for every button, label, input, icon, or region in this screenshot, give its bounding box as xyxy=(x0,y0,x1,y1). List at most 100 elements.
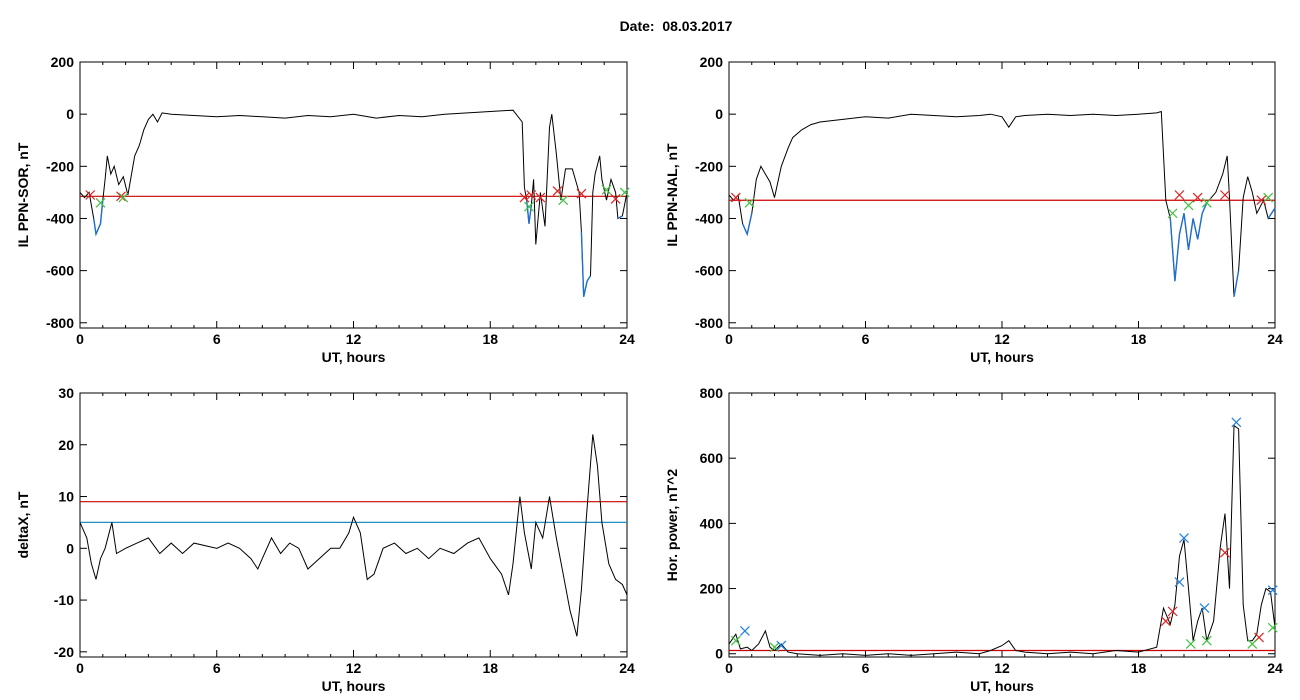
sor-series-0 xyxy=(80,109,627,297)
sor-xtick-label-12: 12 xyxy=(346,331,362,347)
sor-below-threshold-57 xyxy=(580,231,592,297)
nal-frame xyxy=(728,61,1276,329)
sor-below-threshold-7 xyxy=(93,200,104,237)
sor-marker-green-3 xyxy=(558,195,569,206)
power-marker-red-2 xyxy=(1220,547,1230,558)
nal-ytick-label-0: 0 xyxy=(715,106,723,122)
deltax-ytick-label-30: 30 xyxy=(58,385,74,401)
nal-below-threshold-end xyxy=(1267,207,1276,219)
nal-xlabel: UT, hours xyxy=(970,349,1034,365)
sor-marker-green-1 xyxy=(118,192,129,203)
nal-ytick-label--400: -400 xyxy=(695,210,723,226)
nal-xtick-label-18: 18 xyxy=(1131,331,1147,347)
nal-marker-green-3 xyxy=(1201,197,1212,208)
sor-frame xyxy=(79,61,628,329)
power-marker-green-2 xyxy=(1185,639,1196,649)
panel-power: 0 6 12 18 24 0 200 400 600 800 UT, hours Hor. power… xyxy=(664,385,1283,694)
nal-ytick-label--600: -600 xyxy=(695,263,723,279)
power-ylabel: Hor. power, nT^2 xyxy=(664,469,680,582)
nal-ylabel: IL PPN-NAL, nT xyxy=(664,143,680,247)
nal-marker-green-0 xyxy=(744,197,755,208)
nal-marker-red-1 xyxy=(1174,190,1185,200)
power-marker-blue-3 xyxy=(1179,533,1189,543)
deltax-ytick-label-0: 0 xyxy=(66,540,74,556)
nal-xtick-label-12: 12 xyxy=(994,331,1010,347)
deltax-xtick-label-0: 0 xyxy=(76,660,84,676)
power-marker-blue-5 xyxy=(1231,417,1242,428)
power-xtick-label-0: 0 xyxy=(725,660,733,676)
deltax-xlabel: UT, hours xyxy=(322,678,386,694)
sor-marker-green-2 xyxy=(524,201,534,212)
power-ytick-label-800: 800 xyxy=(700,385,724,401)
sor-marker-green-4 xyxy=(601,184,612,195)
sor-xtick-label-0: 0 xyxy=(76,331,84,347)
panel-nal: 0 6 12 18 24 -800 -600 -400 -200 0 200 UT, hours IL … xyxy=(664,54,1283,365)
date-title: Date: 08.03.2017 xyxy=(619,18,733,34)
power-marker-green-0 xyxy=(730,635,741,646)
nal-below-threshold-6 xyxy=(741,213,753,237)
sor-marker-red-3 xyxy=(526,190,537,200)
power-marker-blue-1 xyxy=(776,640,787,651)
deltax-ylabel: deltaX, nT xyxy=(15,491,31,558)
sor-marker-red-6 xyxy=(576,188,587,199)
sor-ytick-label-0: 0 xyxy=(66,106,74,122)
power-xtick-label-12: 12 xyxy=(994,660,1010,676)
power-xtick-label-24: 24 xyxy=(1267,660,1283,676)
deltax-ytick-label--10: -10 xyxy=(54,592,74,608)
nal-marker-red-4 xyxy=(1256,195,1267,206)
deltax-ytick-label-20: 20 xyxy=(58,437,74,453)
power-xtick-label-6: 6 xyxy=(862,660,870,676)
sor-marker-red-4 xyxy=(535,192,546,203)
sor-ytick-label-200: 200 xyxy=(51,54,75,70)
sor-xtick-label-6: 6 xyxy=(213,331,221,347)
deltax-xtick-label-24: 24 xyxy=(619,660,635,676)
nal-marker-green-4 xyxy=(1263,192,1274,203)
panel-sor: 0 6 12 18 24 -800 -600 -400 -200 0 200 UT, hours IL … xyxy=(15,54,635,365)
nal-marker-red-2 xyxy=(1192,192,1203,203)
power-ytick-label-200: 200 xyxy=(700,581,724,597)
sor-below-threshold-66 xyxy=(617,215,623,220)
power-ytick-label-0: 0 xyxy=(715,646,723,662)
sor-marker-green-0 xyxy=(95,197,106,208)
power-marker-blue-0 xyxy=(740,626,750,636)
nal-xtick-label-24: 24 xyxy=(1267,331,1283,347)
sor-ytick-label--200: -200 xyxy=(46,158,74,174)
power-series-0 xyxy=(729,424,1275,656)
nal-xtick-label-6: 6 xyxy=(862,331,870,347)
sor-marker-red-0 xyxy=(85,190,96,200)
sor-ylabel: IL PPN-SOR, nT xyxy=(15,142,31,247)
nal-ytick-label--800: -800 xyxy=(695,315,723,331)
sor-marker-green-5 xyxy=(619,187,630,198)
power-xtick-label-18: 18 xyxy=(1131,660,1147,676)
sor-xtick-label-18: 18 xyxy=(482,331,498,347)
power-marker-blue-4 xyxy=(1199,603,1210,614)
sor-xtick-label-24: 24 xyxy=(619,331,635,347)
nal-below-threshold-52 xyxy=(1233,270,1240,297)
power-ytick-label-600: 600 xyxy=(700,450,724,466)
power-frame xyxy=(728,392,1276,658)
deltax-ytick-label-10: 10 xyxy=(58,489,74,505)
sor-ytick-label--600: -600 xyxy=(46,263,74,279)
power-marker-blue-6 xyxy=(1267,585,1278,596)
nal-ytick-label--200: -200 xyxy=(695,158,723,174)
sor-xlabel: UT, hours xyxy=(322,349,386,365)
power-marker-blue-2 xyxy=(1174,577,1185,587)
power-xlabel: UT, hours xyxy=(970,678,1034,694)
deltax-xtick-label-6: 6 xyxy=(213,660,221,676)
sor-marker-red-1 xyxy=(116,191,126,202)
nal-ytick-label-200: 200 xyxy=(700,54,724,70)
power-ytick-label-400: 400 xyxy=(700,515,724,531)
nal-below-threshold-46 xyxy=(1169,202,1208,282)
panel-deltax: 0 6 12 18 24 -20 -10 0 10 20 30 UT, hours deltaX, nT xyxy=(15,385,635,694)
power-marker-green-4 xyxy=(1247,639,1258,649)
nal-marker-green-1 xyxy=(1167,208,1178,219)
deltax-xtick-label-12: 12 xyxy=(346,660,362,676)
nal-marker-red-3 xyxy=(1220,190,1230,200)
sor-below-threshold-42 xyxy=(526,200,532,224)
sor-marker-red-7 xyxy=(610,193,621,204)
deltax-ytick-label--20: -20 xyxy=(54,644,74,660)
nal-series-0 xyxy=(729,110,1275,297)
power-marker-red-0 xyxy=(1160,616,1171,627)
sor-ytick-label--400: -400 xyxy=(46,210,74,226)
